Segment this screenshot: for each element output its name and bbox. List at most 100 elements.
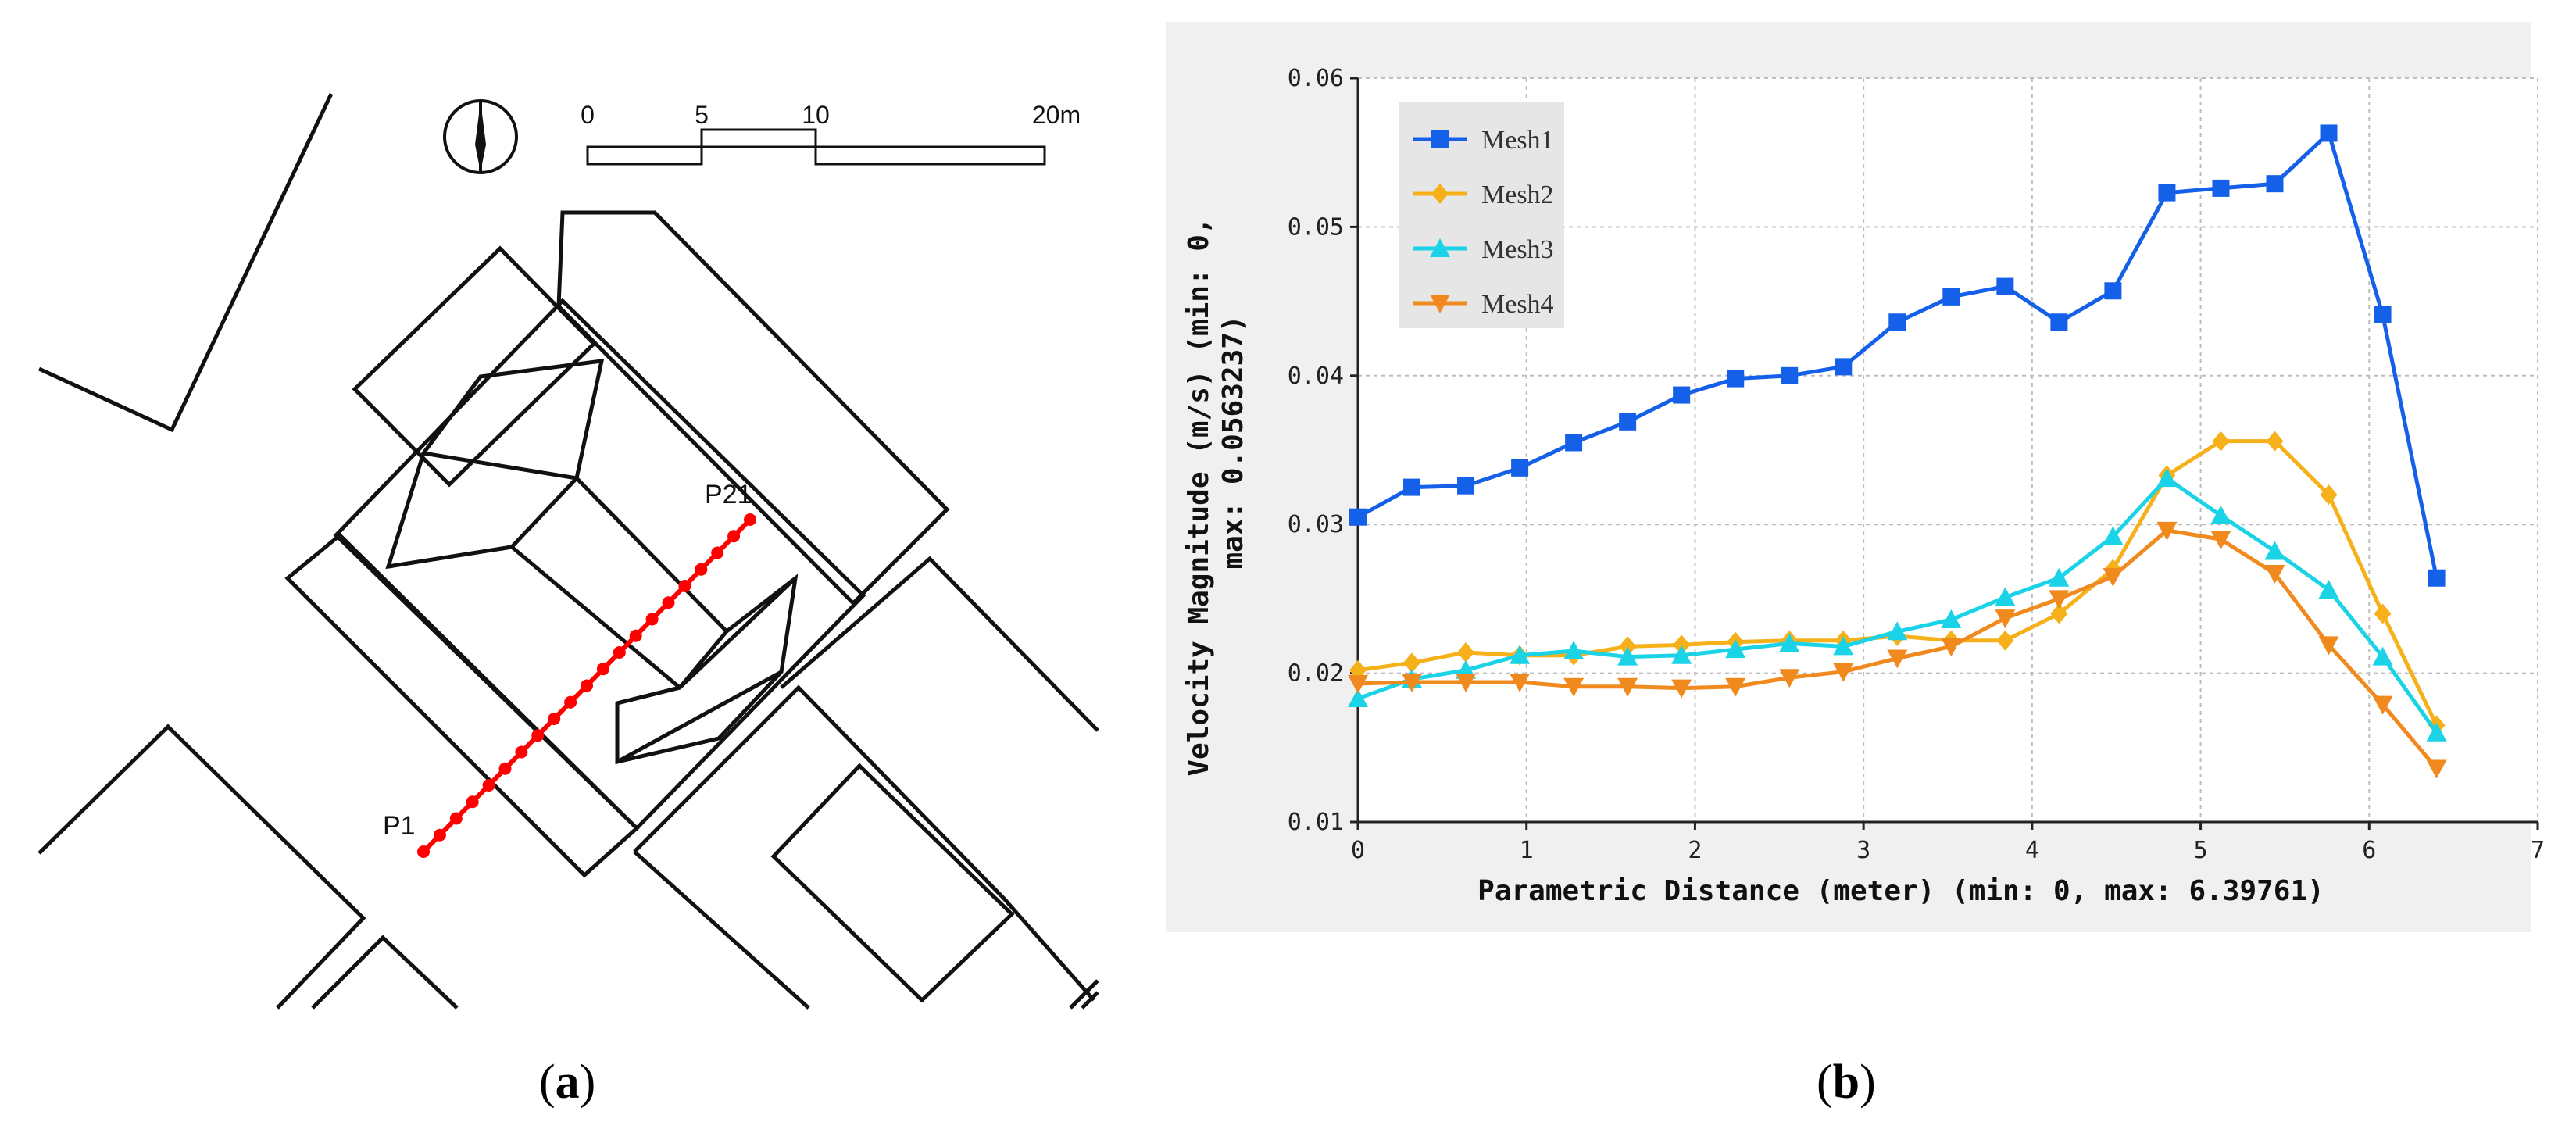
building-bottom-right-corner [1069, 979, 1099, 1010]
y-tick-label: 0.02 [1288, 660, 1344, 688]
legend-marker [1430, 238, 1450, 257]
inner-wall [510, 545, 681, 689]
probe-point [433, 828, 446, 842]
data-point [1402, 674, 1423, 693]
data-point [1510, 674, 1531, 693]
data-point [2318, 579, 2339, 599]
data-point [1835, 358, 1853, 376]
data-point [1781, 366, 1799, 384]
data-point [2103, 567, 2124, 587]
building-right-inner [770, 763, 1015, 1003]
y-axis-title-line1: Velocity Magnitude (m/s) (min: 0, [1183, 217, 1215, 776]
data-point [1995, 609, 2016, 629]
probe-point [662, 596, 675, 609]
x-tick-label: 3 [1856, 837, 1870, 864]
caption-a-letter: a [555, 1056, 580, 1109]
x-tick-label: 7 [2531, 837, 2545, 864]
data-point [2374, 603, 2392, 624]
data-point [2266, 431, 2284, 452]
building-right-top [780, 556, 1099, 732]
legend-label: Mesh3 [1481, 235, 1554, 264]
data-point [2264, 565, 2285, 584]
data-point [2156, 468, 2178, 488]
data-point [2426, 722, 2447, 742]
data-point [1563, 641, 1585, 660]
data-point [1617, 646, 1638, 666]
data-point [2156, 521, 2178, 541]
data-point [1941, 609, 1962, 629]
probe-line [417, 513, 756, 858]
legend: Mesh1 Mesh2 Mesh3 Mesh4 [1399, 102, 1564, 328]
building-right-bottom [633, 684, 1095, 1002]
scale-bar [586, 128, 1046, 166]
building-lower-left [284, 532, 640, 878]
probe-point [449, 812, 463, 825]
data-point [1671, 645, 1692, 664]
building-bottom-left [38, 724, 366, 1010]
inner-wall-2 [575, 477, 728, 633]
legend-marker [1431, 184, 1449, 204]
roof-ridge-left [423, 451, 577, 481]
data-point [1456, 674, 1477, 693]
building-bottom-left-2 [311, 935, 459, 1010]
probe-point [548, 713, 561, 725]
y-tick-label: 0.06 [1288, 65, 1344, 92]
scale-label: 10 [802, 101, 830, 129]
data-point [2049, 567, 2070, 587]
series-mesh3 [1348, 468, 2447, 742]
data-point [2103, 526, 2124, 545]
data-point [1617, 677, 1638, 697]
building-right-base [633, 850, 810, 1010]
chart-panel: 0 1 2 3 4 5 6 7 0.01 0.02 0.03 0.04 0.05 0.06 Parametr… [1141, 0, 2576, 1136]
roof-ridge-left-2 [388, 545, 513, 569]
site-plan: 0 5 10 20m P1 P21 [38, 92, 1099, 1010]
probe-point [581, 679, 593, 692]
probe-point [645, 613, 659, 626]
data-point [1510, 645, 1531, 664]
data-point [2266, 175, 2284, 193]
y-tick-label: 0.03 [1288, 511, 1344, 538]
x-tick-label: 2 [1688, 837, 1702, 864]
probe-point [515, 745, 528, 759]
data-point [1887, 649, 1908, 669]
data-point [2320, 124, 2338, 142]
data-point [1511, 459, 1529, 477]
y-tick-label: 0.04 [1288, 363, 1344, 390]
data-point [1457, 641, 1475, 663]
probe-point [678, 580, 691, 592]
caption-a: (a) [539, 1056, 596, 1109]
probe-point [417, 845, 430, 858]
data-point [1457, 477, 1475, 495]
building-upper-right [556, 210, 950, 606]
y-tick-label: 0.05 [1288, 213, 1344, 241]
data-point [1833, 663, 1854, 682]
data-point [1403, 652, 1421, 674]
caption-b: (b) [1817, 1056, 1876, 1109]
probe-point [564, 695, 577, 709]
scale-label: 20m [1032, 101, 1081, 129]
data-point [1348, 674, 1368, 694]
data-point [1673, 386, 1691, 404]
data-point [1619, 636, 1637, 657]
legend-label: Mesh1 [1481, 126, 1554, 155]
data-point [2050, 603, 2068, 624]
point-start-label: P1 [383, 811, 416, 841]
data-point [2318, 636, 2339, 656]
y-tick-label: 0.01 [1288, 809, 1344, 836]
data-point [2372, 695, 2393, 715]
x-tick-label: 5 [2194, 837, 2208, 864]
data-point [2158, 184, 2176, 202]
velocity-chart: 0 1 2 3 4 5 6 7 0.01 0.02 0.03 0.04 0.05 0.06 Parametr… [1166, 22, 2545, 932]
data-point [1671, 679, 1692, 699]
series-mesh1 [1349, 124, 2446, 587]
probe-point [711, 546, 724, 559]
data-point [1887, 621, 1908, 641]
x-axis-title: Parametric Distance (meter) (min: 0, max… [1477, 875, 2324, 907]
probe-point [629, 629, 642, 642]
roof-ridge-right-2 [616, 670, 783, 764]
data-point [1941, 638, 1962, 657]
data-point [1725, 677, 1746, 697]
data-point [1779, 633, 1800, 652]
series-mesh4 [1348, 521, 2447, 779]
probe-point [596, 663, 609, 676]
